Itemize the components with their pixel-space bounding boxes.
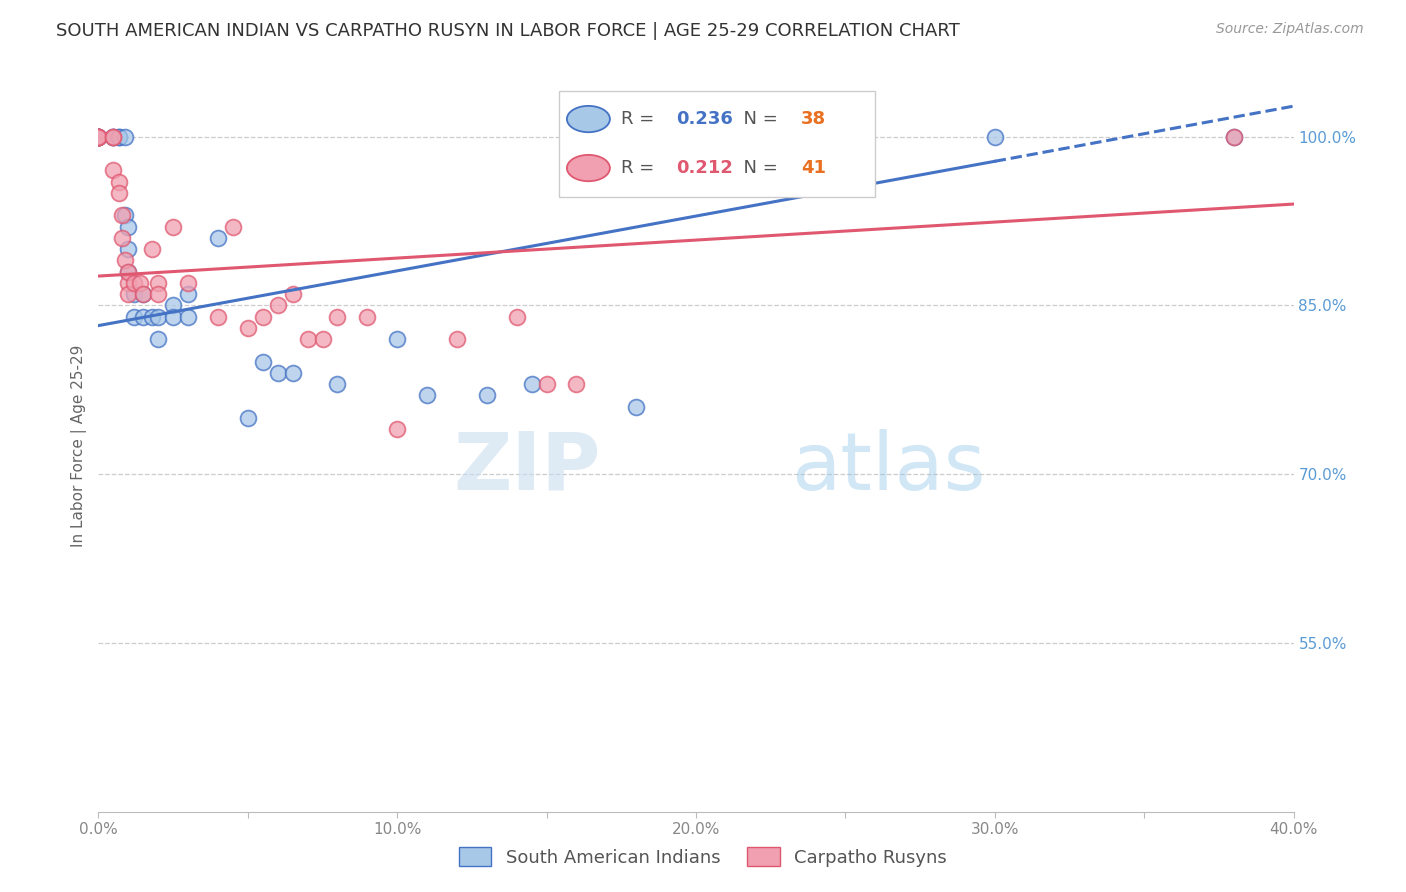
Point [117, 287, 139, 301]
Point [356, 310, 378, 324]
Point [108, 175, 131, 189]
Point [446, 332, 468, 346]
Point [124, 287, 146, 301]
Point [87, 129, 110, 144]
Point [141, 242, 163, 256]
Point [267, 298, 290, 312]
Text: R =: R = [620, 110, 659, 128]
Point [87, 129, 110, 144]
Point [114, 129, 136, 144]
Legend: South American Indians, Carpatho Rusyns: South American Indians, Carpatho Rusyns [451, 840, 955, 874]
Point [117, 264, 139, 278]
Text: N =: N = [733, 159, 783, 177]
Point [117, 242, 139, 256]
Text: N =: N = [733, 110, 783, 128]
Point [177, 276, 200, 290]
Point [1223, 129, 1246, 144]
Point [111, 208, 134, 222]
Point [162, 298, 184, 312]
Text: R =: R = [620, 159, 659, 177]
Point [129, 276, 152, 290]
Point [87, 129, 110, 144]
Point [132, 310, 155, 324]
Point [103, 129, 125, 144]
Point [297, 332, 319, 346]
Point [252, 354, 274, 368]
Point [87, 129, 110, 144]
Point [87, 129, 110, 144]
Point [311, 332, 333, 346]
Text: SOUTH AMERICAN INDIAN VS CARPATHO RUSYN IN LABOR FORCE | AGE 25-29 CORRELATION C: SOUTH AMERICAN INDIAN VS CARPATHO RUSYN … [56, 22, 960, 40]
Point [141, 310, 163, 324]
Text: ZIP: ZIP [453, 429, 600, 507]
Text: 41: 41 [801, 159, 827, 177]
Point [124, 310, 146, 324]
Point [132, 287, 155, 301]
Point [326, 377, 349, 392]
Point [103, 129, 125, 144]
Point [124, 276, 146, 290]
FancyBboxPatch shape [558, 91, 875, 197]
Point [281, 366, 304, 380]
Y-axis label: In Labor Force | Age 25-29: In Labor Force | Age 25-29 [72, 345, 87, 547]
Point [132, 287, 155, 301]
Point [626, 400, 648, 414]
Point [87, 129, 110, 144]
Point [117, 276, 139, 290]
Point [520, 377, 543, 392]
Point [103, 163, 125, 178]
Text: 0.212: 0.212 [676, 159, 733, 177]
Point [536, 377, 558, 392]
Point [207, 231, 229, 245]
Point [148, 287, 170, 301]
Point [565, 377, 588, 392]
Point [984, 129, 1007, 144]
Point [117, 219, 139, 234]
Point [385, 332, 409, 346]
Point [177, 287, 200, 301]
Point [111, 231, 134, 245]
Point [114, 253, 136, 268]
Point [87, 129, 110, 144]
Point [236, 410, 259, 425]
Point [117, 264, 139, 278]
Point [385, 422, 409, 436]
Point [267, 366, 290, 380]
Point [148, 276, 170, 290]
Point [103, 129, 125, 144]
Point [1223, 129, 1246, 144]
Point [103, 129, 125, 144]
Point [108, 129, 131, 144]
Point [475, 388, 498, 402]
Text: atlas: atlas [792, 429, 986, 507]
Text: 38: 38 [801, 110, 827, 128]
Circle shape [567, 155, 610, 181]
Point [326, 310, 349, 324]
Point [252, 310, 274, 324]
Point [108, 186, 131, 200]
Point [281, 287, 304, 301]
Point [148, 332, 170, 346]
Point [506, 310, 529, 324]
Point [148, 310, 170, 324]
Point [222, 219, 245, 234]
Point [87, 129, 110, 144]
Point [162, 219, 184, 234]
Point [236, 321, 259, 335]
Point [416, 388, 439, 402]
Circle shape [567, 106, 610, 132]
Point [114, 208, 136, 222]
Point [87, 129, 110, 144]
Text: 0.236: 0.236 [676, 110, 733, 128]
Point [87, 129, 110, 144]
Point [162, 310, 184, 324]
Point [177, 310, 200, 324]
Point [108, 129, 131, 144]
Point [207, 310, 229, 324]
Point [87, 129, 110, 144]
Text: Source: ZipAtlas.com: Source: ZipAtlas.com [1216, 22, 1364, 37]
